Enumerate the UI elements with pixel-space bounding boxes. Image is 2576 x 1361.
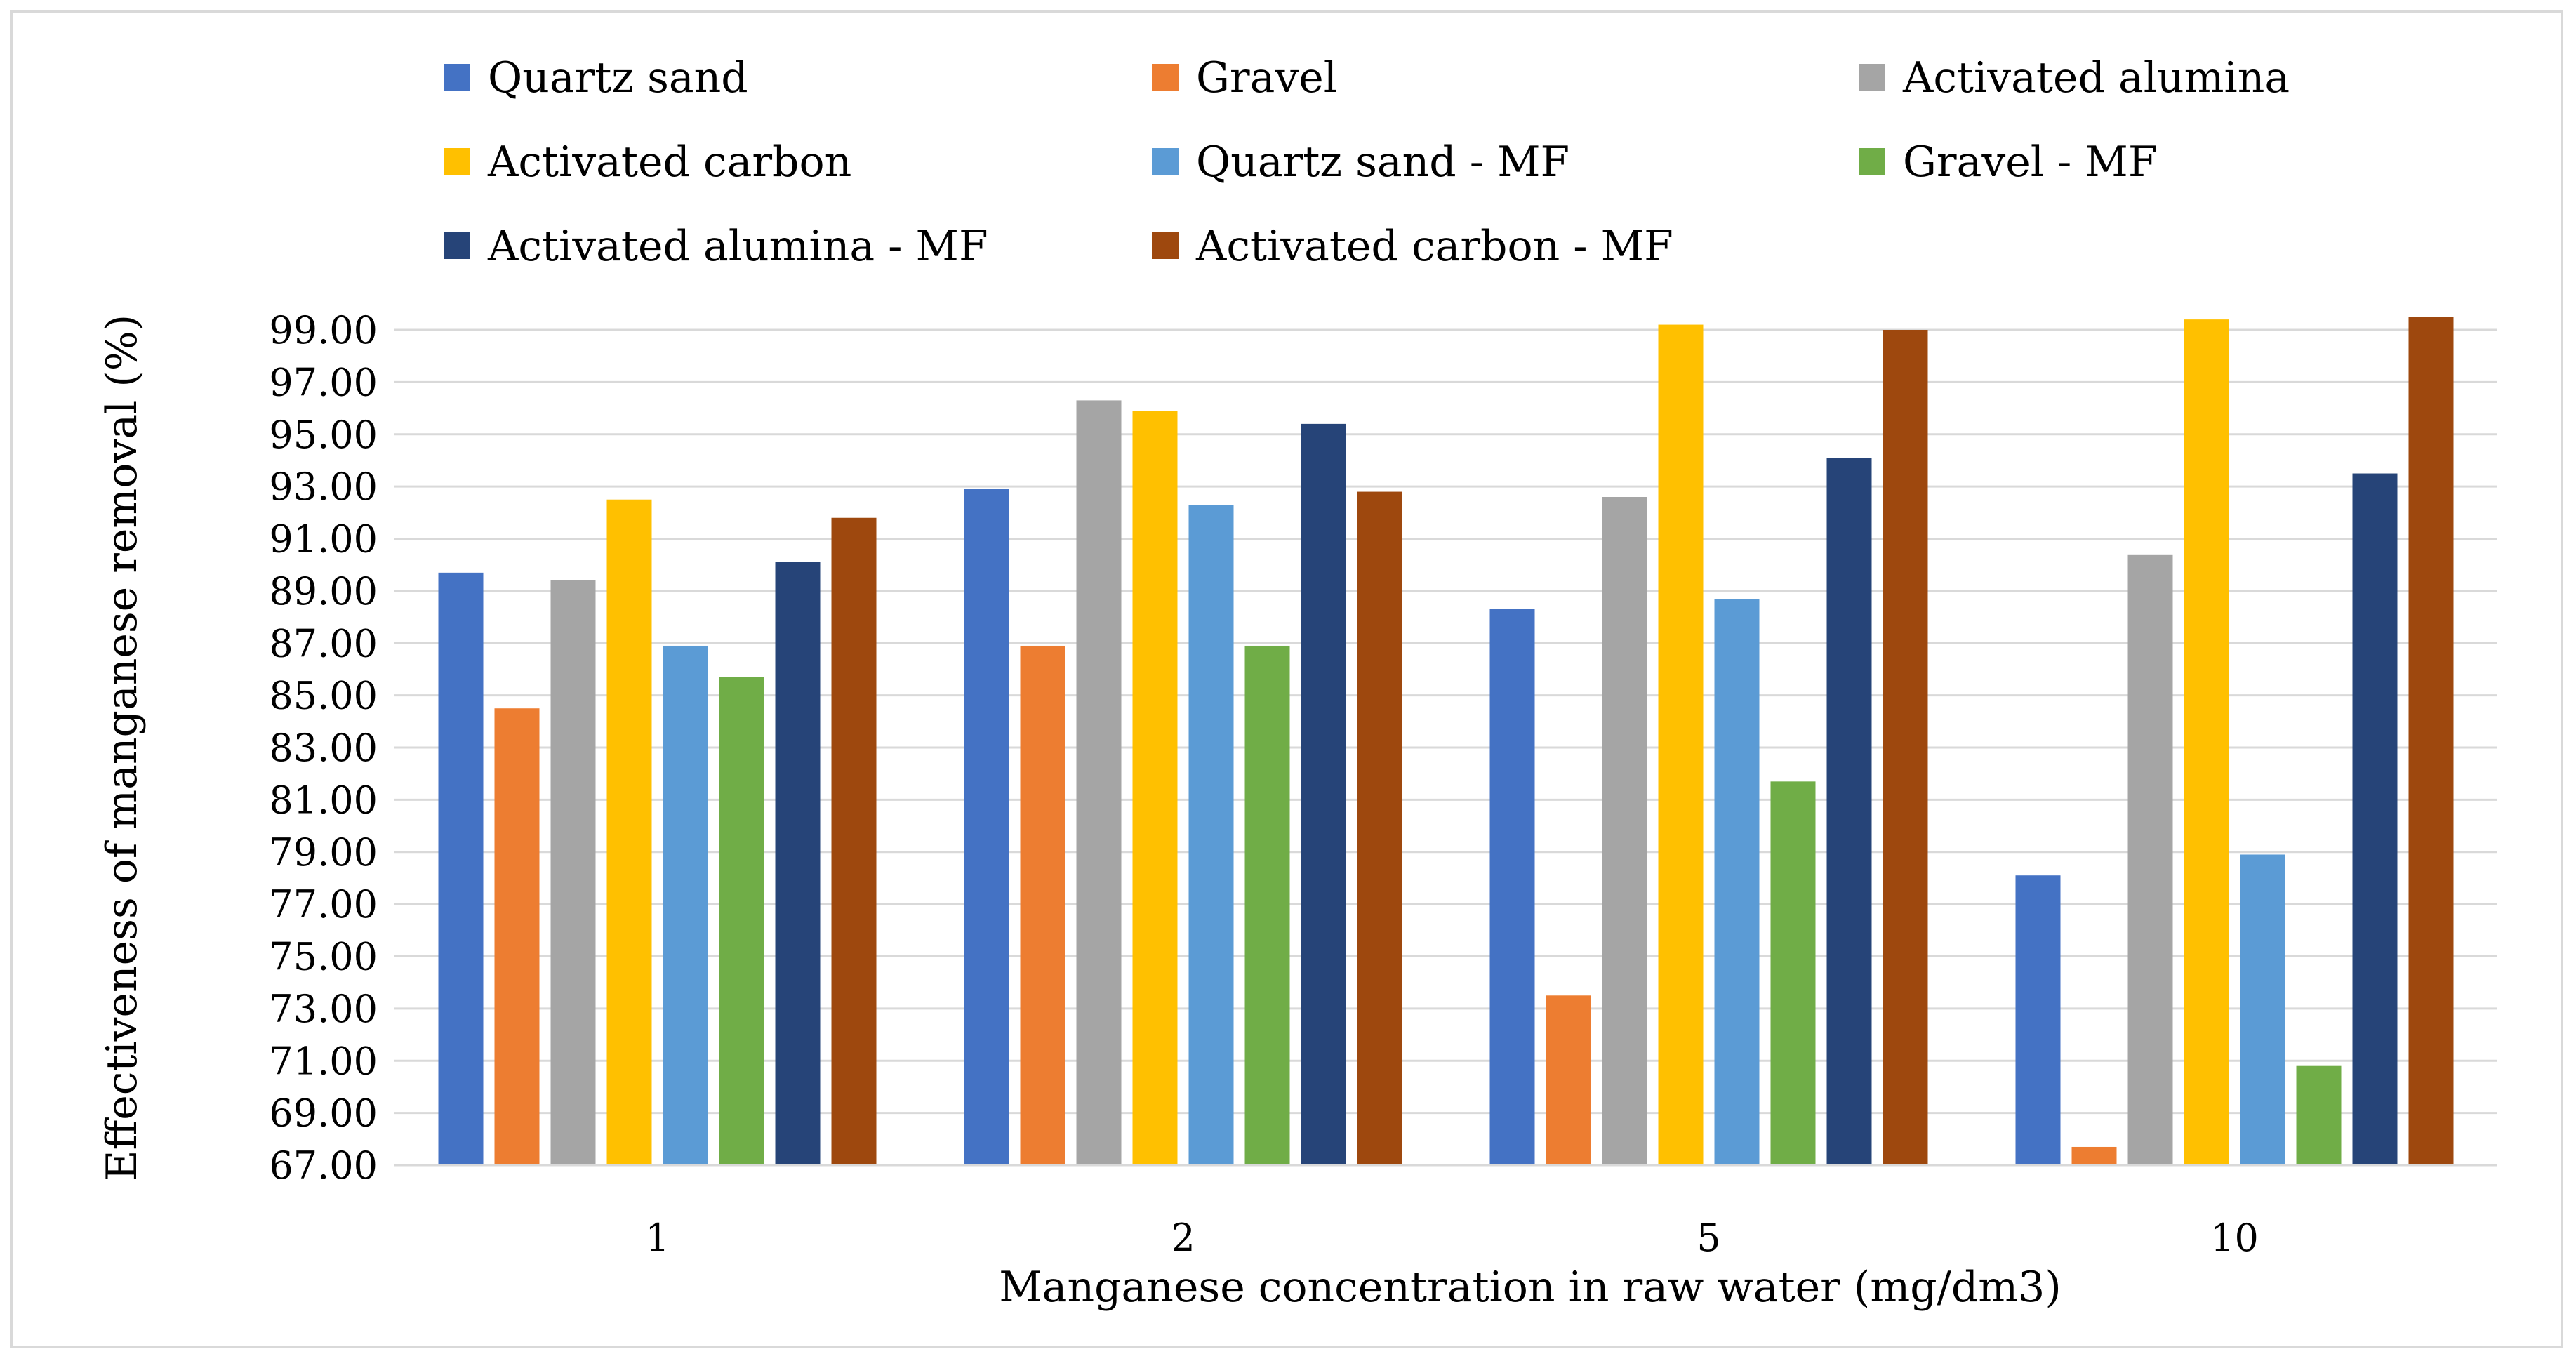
bar-activated-alumina-mf-2	[1301, 423, 1346, 1165]
legend-item-gravel: Gravel	[1152, 53, 1337, 102]
bar-gravel-2	[1020, 645, 1065, 1165]
bar-gravel-1	[494, 708, 540, 1165]
bar-activated-alumina-1	[550, 580, 596, 1165]
gridlines	[394, 328, 2497, 1167]
legend-swatch	[1859, 148, 1885, 175]
y-tick-label: 73.00	[269, 987, 378, 1031]
bar-activated-alumina-mf-10	[2352, 473, 2398, 1165]
y-tick-label: 83.00	[269, 726, 378, 770]
bars	[438, 317, 2454, 1165]
bar-quartz-sand-mf-1	[663, 645, 708, 1165]
bar-quartz-sand-5	[1489, 609, 1535, 1165]
legend-swatch	[444, 232, 470, 259]
chart-frame: Quartz sand Gravel Activated alumina Activa…	[10, 10, 2563, 1348]
legend-item-quartz-sand: Quartz sand	[444, 53, 748, 102]
legend-item-activated-carbon-mf: Activated carbon - MF	[1152, 222, 1673, 271]
legend-swatch	[1152, 64, 1179, 91]
bar-gravel-mf-1	[719, 677, 764, 1165]
legend-item-activated-carbon: Activated carbon	[444, 138, 851, 187]
bar-activated-carbon-mf-1	[831, 517, 877, 1165]
legend-label: Activated carbon - MF	[1195, 222, 1673, 271]
bar-quartz-sand-1	[438, 572, 484, 1165]
bar-gravel-10	[2071, 1146, 2117, 1165]
y-tick-label: 89.00	[269, 569, 378, 613]
legend-swatch	[444, 148, 470, 175]
bar-activated-alumina-mf-5	[1826, 458, 1872, 1165]
y-tick-label: 71.00	[269, 1039, 378, 1083]
y-tick-label: 91.00	[269, 517, 378, 562]
y-tick-label: 99.00	[269, 308, 378, 352]
legend-item-activated-alumina-mf: Activated alumina - MF	[444, 222, 988, 271]
bar-quartz-sand-mf-10	[2240, 854, 2285, 1165]
x-tick-labels: 1 2 5 10	[645, 1216, 2259, 1260]
bar-activated-carbon-2	[1132, 411, 1178, 1165]
bar-activated-carbon-mf-10	[2408, 317, 2454, 1165]
bar-activated-alumina-2	[1076, 400, 1122, 1165]
legend: Quartz sand Gravel Activated alumina Activa…	[444, 53, 2290, 271]
x-tick-label: 10	[2210, 1216, 2259, 1260]
y-tick-label: 85.00	[269, 674, 378, 718]
legend-swatch	[1152, 148, 1179, 175]
legend-label: Activated carbon	[487, 138, 851, 187]
legend-label: Quartz sand	[488, 53, 748, 102]
legend-swatch	[444, 64, 470, 91]
bar-gravel-mf-10	[2296, 1065, 2342, 1165]
y-tick-label: 95.00	[269, 413, 378, 457]
bar-activated-alumina-10	[2127, 554, 2173, 1165]
x-axis-title: Manganese concentration in raw water (mg…	[999, 1263, 2061, 1312]
x-tick-label: 2	[1171, 1216, 1195, 1260]
bar-quartz-sand-mf-5	[1714, 599, 1760, 1165]
legend-item-gravel-mf: Gravel - MF	[1859, 138, 2157, 187]
legend-label: Activated alumina	[1902, 53, 2290, 102]
bar-gravel-5	[1546, 995, 1591, 1165]
bar-activated-carbon-1	[606, 499, 652, 1165]
legend-swatch	[1152, 232, 1179, 259]
x-tick-label: 1	[645, 1216, 669, 1260]
legend-label: Quartz sand - MF	[1196, 138, 1569, 187]
y-tick-label: 93.00	[269, 465, 378, 509]
y-axis-title: Effectiveness of manganese removal (%)	[98, 314, 147, 1181]
bar-activated-carbon-5	[1658, 324, 1704, 1165]
bar-activated-carbon-mf-5	[1883, 330, 1928, 1165]
y-tick-labels: 67.00 69.00 71.00 73.00 75.00 77.00 79.00 81.00…	[269, 308, 378, 1188]
y-tick-label: 75.00	[269, 935, 378, 979]
chart-svg: Quartz sand Gravel Activated alumina Activa…	[98, 53, 2497, 1312]
legend-item-activated-alumina: Activated alumina	[1859, 53, 2290, 102]
bar-gravel-mf-5	[1770, 781, 1816, 1165]
y-tick-label: 97.00	[269, 360, 378, 404]
y-tick-label: 81.00	[269, 778, 378, 822]
bar-quartz-sand-2	[964, 489, 1009, 1165]
bar-activated-carbon-mf-2	[1357, 491, 1402, 1165]
legend-label: Gravel - MF	[1903, 138, 2157, 187]
y-tick-label: 69.00	[269, 1091, 378, 1136]
y-tick-label: 67.00	[269, 1143, 378, 1188]
legend-label: Activated alumina - MF	[487, 222, 988, 271]
bar-gravel-mf-2	[1244, 645, 1290, 1165]
legend-item-quartz-sand-mf: Quartz sand - MF	[1152, 138, 1569, 187]
legend-label: Gravel	[1196, 53, 1337, 102]
y-tick-label: 79.00	[269, 830, 378, 875]
y-tick-label: 87.00	[269, 621, 378, 665]
bar-quartz-sand-mf-2	[1188, 505, 1234, 1165]
bar-activated-alumina-mf-1	[775, 562, 821, 1165]
bar-activated-carbon-10	[2184, 319, 2229, 1165]
x-tick-label: 5	[1697, 1216, 1720, 1260]
bar-quartz-sand-10	[2015, 875, 2061, 1165]
legend-swatch	[1859, 64, 1885, 91]
bar-activated-alumina-5	[1602, 497, 1647, 1165]
y-tick-label: 77.00	[269, 882, 378, 927]
